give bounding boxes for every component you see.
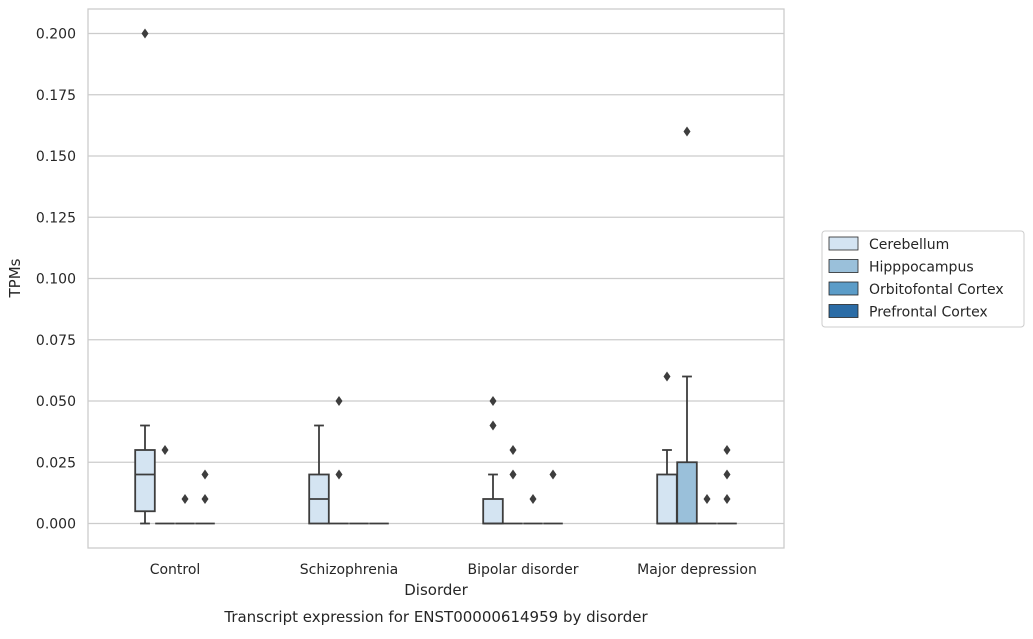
y-tick-label: 0.050: [36, 394, 76, 410]
y-tick-label: 0.200: [36, 27, 76, 43]
y-tick-labels: 0.000 0.025 0.050 0.075 0.100 0.125 0.150 0.175…: [36, 27, 76, 533]
plot-frame: [87, 8, 785, 549]
box-body: [482, 498, 504, 525]
y-tick-label: 0.100: [36, 272, 76, 288]
outlier-point: [181, 494, 189, 504]
box-orbitofontal-cortex: [697, 494, 717, 525]
outlier-point: [201, 494, 209, 504]
y-tick-label: 0.150: [36, 149, 76, 165]
outlier-point: [201, 469, 209, 480]
outlier-point: [663, 371, 671, 382]
box-body: [676, 461, 698, 525]
legend-swatch: [828, 281, 859, 296]
box-layer: [134, 28, 737, 525]
outlier-point: [335, 469, 343, 480]
box-orbitofontal-cortex: [175, 494, 195, 525]
outlier-point: [335, 396, 343, 406]
chart-caption: Transcript expression for ENST0000061495…: [223, 608, 648, 626]
legend-items: Cerebellum Hipppocampus Orbitofontal Corte…: [828, 236, 1004, 321]
legend-label: Cerebellum: [869, 237, 949, 253]
box-hipppocampus: [329, 396, 349, 525]
y-axis-title: TPMs: [6, 258, 24, 298]
outlier-point: [509, 469, 517, 480]
box-hipppocampus: [155, 445, 175, 525]
y-tick-label: 0.075: [36, 333, 76, 349]
legend-frame: [821, 230, 1025, 328]
box-hipppocampus: [676, 126, 698, 525]
x-tick-label: Bipolar disorder: [467, 562, 578, 578]
outlier-point: [723, 494, 731, 504]
legend-swatch: [828, 259, 859, 273]
y-tick-label: 0.000: [36, 517, 76, 533]
legend-label: Orbitofontal Cortex: [869, 282, 1004, 298]
box-body: [134, 449, 156, 513]
box-cerebellum: [308, 424, 330, 525]
box-cerebellum: [656, 371, 678, 525]
box-prefrontal-cortex: [543, 469, 563, 525]
outlier-point: [161, 445, 169, 455]
legend-label: Hipppocampus: [869, 260, 974, 276]
outlier-point: [489, 420, 497, 431]
box-body: [656, 473, 678, 525]
x-tick-labels: Control Schizophrenia Bipolar disorder Majo…: [150, 562, 757, 578]
outlier-point: [703, 494, 711, 504]
box-hipppocampus: [503, 445, 523, 525]
y-tick-label: 0.025: [36, 455, 76, 471]
box-cerebellum: [482, 396, 504, 525]
box-cerebellum: [134, 28, 156, 525]
x-axis-title: Disorder: [404, 581, 468, 599]
outlier-point: [683, 126, 691, 137]
box-orbitofontal-cortex: [523, 494, 543, 525]
x-tick-label: Schizophrenia: [300, 562, 398, 578]
outlier-point: [723, 445, 731, 455]
legend-swatch: [828, 236, 859, 251]
grid-layer: [88, 32, 784, 525]
outlier-point: [529, 494, 537, 504]
outlier-point: [509, 445, 517, 455]
x-tick-label: Control: [150, 562, 201, 578]
x-tick-label: Major depression: [637, 562, 757, 578]
y-tick-label: 0.175: [36, 88, 76, 104]
outlier-point: [489, 396, 497, 406]
y-tick-label: 0.125: [36, 210, 76, 226]
box-prefrontal-cortex: [717, 445, 737, 525]
outlier-point: [723, 469, 731, 480]
legend: Cerebellum Hipppocampus Orbitofontal Corte…: [821, 230, 1025, 328]
outlier-point: [549, 469, 557, 480]
legend-swatch: [828, 304, 859, 318]
legend-label: Prefrontal Cortex: [869, 305, 988, 321]
box-prefrontal-cortex: [195, 469, 215, 525]
outlier-point: [141, 28, 149, 39]
